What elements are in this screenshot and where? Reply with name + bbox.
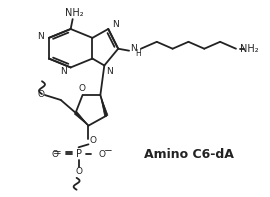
Text: N: N [130,44,136,53]
Text: H: H [135,49,141,58]
Text: P: P [76,149,82,159]
Text: O: O [99,150,106,159]
Text: =: = [53,148,62,158]
Text: N: N [112,20,119,29]
Polygon shape [75,112,89,126]
Text: NH₂: NH₂ [65,8,84,18]
Text: O: O [78,84,85,93]
Text: N: N [106,67,113,76]
Text: NH₂: NH₂ [241,44,259,54]
Text: O: O [75,167,82,177]
Text: O: O [51,150,58,159]
Text: Amino C6-dA: Amino C6-dA [144,148,234,161]
Text: N: N [37,32,44,41]
Polygon shape [100,95,108,116]
Text: −: − [104,146,113,156]
Text: N: N [60,67,67,76]
Text: O: O [38,90,45,98]
Text: O: O [90,136,97,145]
